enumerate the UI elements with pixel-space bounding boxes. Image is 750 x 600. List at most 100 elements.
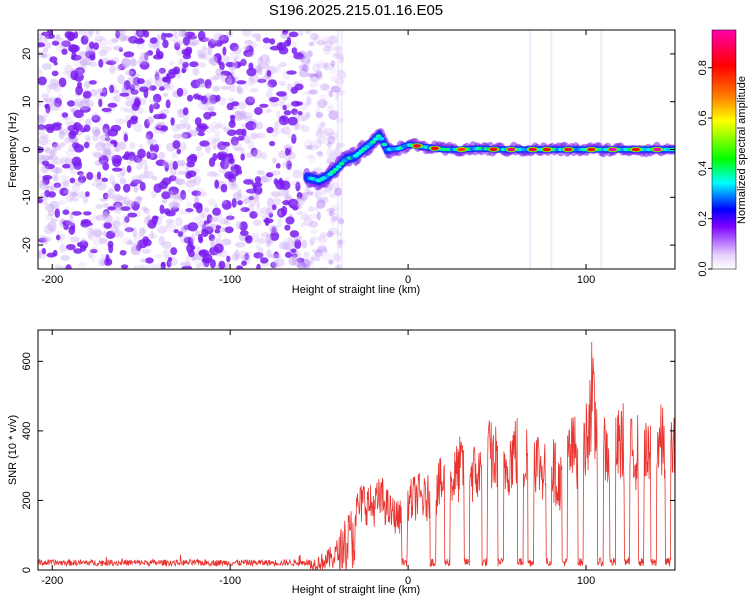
noise-blob: [161, 191, 171, 200]
noise-blob: [144, 118, 150, 129]
noise-blob: [238, 101, 247, 110]
noise-blob: [308, 154, 316, 164]
noise-blob: [53, 97, 62, 108]
noise-blob: [217, 217, 228, 225]
noise-blob: [91, 114, 101, 123]
noise-blob: [121, 196, 127, 205]
noise-blob: [238, 110, 247, 115]
noise-blob: [326, 157, 332, 164]
noise-blob: [129, 142, 136, 149]
noise-blob: [38, 175, 44, 183]
noise-blob: [316, 59, 326, 69]
noise-blob: [296, 115, 307, 122]
noise-blob: [136, 163, 144, 170]
noise-blob: [95, 30, 100, 36]
x-tick-label: -100: [219, 575, 241, 587]
noise-blob: [38, 197, 44, 204]
noise-blob: [194, 126, 200, 133]
noise-blob: [258, 62, 270, 70]
noise-blob: [238, 113, 248, 120]
noise-blob: [88, 61, 98, 67]
noise-blob: [254, 195, 260, 203]
noise-blob: [92, 236, 103, 247]
noise-blob: [179, 131, 189, 141]
noise-blob: [327, 135, 336, 145]
noise-blob: [301, 258, 311, 269]
noise-blob: [75, 124, 81, 133]
noise-blob: [69, 107, 75, 113]
noise-blob: [105, 60, 117, 66]
noise-blob: [211, 236, 219, 245]
noise-blob: [82, 90, 92, 99]
noise-blob: [79, 59, 90, 66]
noise-blob: [138, 174, 145, 180]
noise-blob: [186, 94, 194, 102]
noise-blob: [148, 138, 158, 146]
noise-blob: [162, 249, 170, 258]
noise-blob: [138, 55, 150, 65]
noise-blob: [276, 218, 283, 228]
noise-blob: [119, 141, 127, 151]
noise-blob: [58, 128, 69, 136]
noise-blob: [198, 53, 205, 60]
noise-blob: [336, 231, 343, 237]
noise-blob: [119, 92, 130, 97]
noise-blob: [262, 43, 271, 50]
noise-blob: [240, 207, 250, 213]
noise-blob: [208, 157, 216, 168]
noise-blob: [138, 143, 144, 149]
noise-blob: [70, 70, 79, 81]
noise-blob: [171, 152, 179, 159]
noise-blob: [177, 170, 187, 175]
noise-blob: [202, 47, 210, 56]
noise-blob: [316, 151, 323, 156]
noise-blob: [101, 107, 112, 112]
noise-blob: [281, 188, 289, 198]
noise-blob: [259, 103, 269, 108]
noise-blob: [198, 125, 209, 130]
noise-blob: [203, 220, 210, 225]
noise-blob: [332, 254, 342, 262]
noise-blob: [234, 164, 240, 170]
noise-blob: [136, 196, 143, 201]
noise-blob: [298, 64, 308, 71]
noise-blob: [255, 243, 261, 251]
noise-blob: [126, 165, 132, 173]
noise-blob: [92, 129, 100, 136]
noise-blob: [278, 241, 290, 250]
noise-blob: [324, 40, 335, 49]
noise-blob: [133, 233, 141, 243]
noise-blob: [91, 253, 96, 262]
hot-spot: [457, 147, 466, 152]
noise-blob: [175, 178, 186, 186]
noise-blob: [222, 141, 231, 147]
noise-blob: [83, 141, 90, 149]
noise-blob: [110, 57, 120, 64]
noise-blob: [193, 196, 200, 203]
noise-blob: [96, 88, 107, 94]
noise-blob: [153, 263, 163, 269]
noise-blob: [284, 224, 291, 231]
noise-blob: [122, 214, 130, 223]
noise-blob: [191, 190, 202, 197]
noise-blob: [131, 58, 137, 67]
noise-blob: [260, 257, 269, 264]
noise-blob: [287, 83, 293, 91]
noise-blob: [67, 100, 76, 107]
noise-blob: [326, 154, 338, 165]
y-tick-label: -10: [21, 189, 33, 205]
noise-blob: [282, 242, 293, 251]
noise-blob: [266, 70, 272, 77]
noise-blob: [57, 93, 64, 102]
noise-blob: [249, 211, 258, 219]
noise-blob: [326, 232, 335, 238]
noise-blob: [58, 175, 70, 186]
noise-blob: [256, 64, 261, 74]
noise-blob: [301, 239, 308, 249]
noise-blob: [317, 245, 328, 252]
noise-blob: [310, 256, 321, 262]
noise-blob: [292, 250, 302, 260]
noise-blob: [179, 193, 188, 201]
noise-blob: [70, 54, 82, 61]
noise-blob: [145, 257, 154, 264]
